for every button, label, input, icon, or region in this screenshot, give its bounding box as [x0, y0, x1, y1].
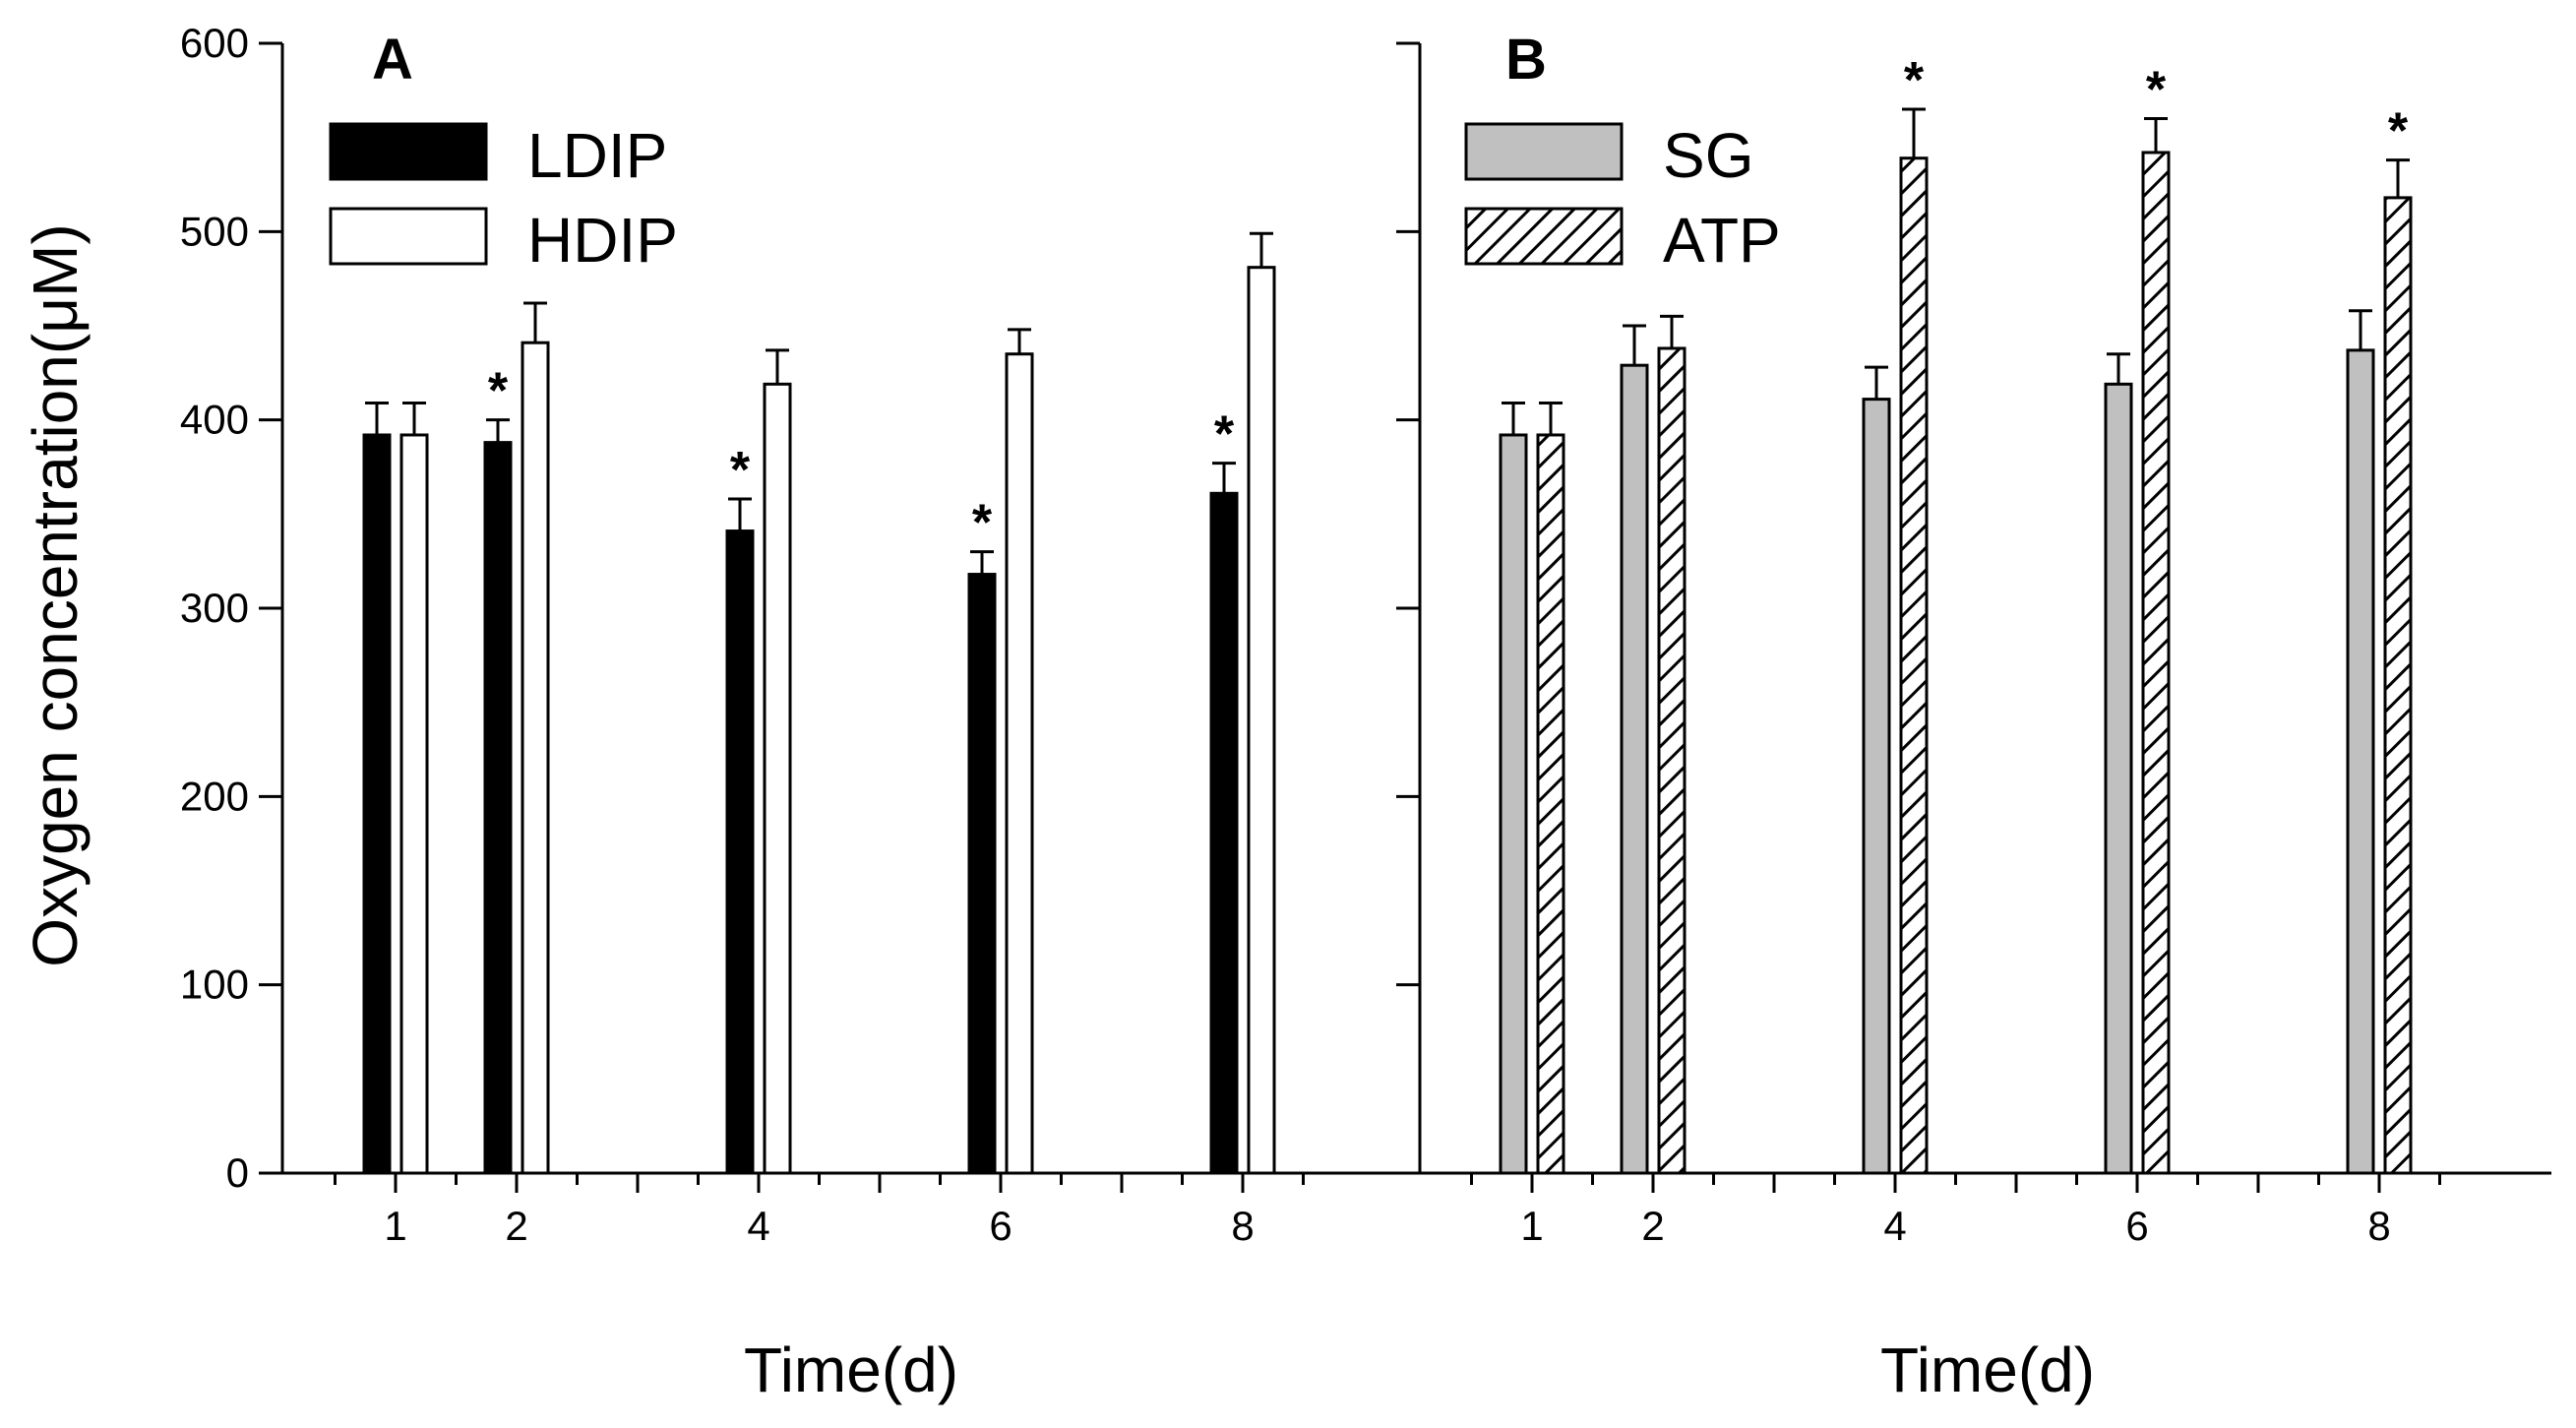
legend-label-sg: SG: [1663, 120, 1753, 191]
bar-atp: [2383, 196, 2413, 1175]
x-tick-label: 1: [1520, 1203, 1543, 1249]
significance-marker: *: [488, 363, 509, 420]
bar-ldip: [483, 441, 513, 1175]
y-tick-label: 500: [180, 208, 249, 254]
legend-swatch-sg: [1464, 122, 1624, 181]
x-axis-title-a: Time(d): [744, 1335, 958, 1405]
bar-hdip: [521, 341, 550, 1175]
bar-ldip: [725, 529, 755, 1175]
significance-marker: *: [972, 495, 993, 552]
bar-ldip: [967, 573, 997, 1175]
y-tick-label: 400: [180, 397, 249, 443]
y-tick-label: 200: [180, 773, 249, 819]
bar-hdip: [1005, 352, 1034, 1175]
bar-atp: [2141, 151, 2171, 1175]
x-tick-label: 6: [2125, 1203, 2148, 1249]
y-tick-label: 0: [226, 1149, 249, 1196]
bars-a: * * * *: [362, 231, 1276, 1175]
x-tick-label: 4: [747, 1203, 769, 1249]
bar-ldip: [1209, 491, 1239, 1175]
legend-label-atp: ATP: [1663, 205, 1781, 276]
bar-hdip: [763, 382, 792, 1175]
x-tick-label: 1: [384, 1203, 406, 1249]
legend-swatch-atp: [1464, 207, 1624, 266]
bars-b: * * *: [1499, 52, 2413, 1175]
bar-sg: [1862, 398, 1891, 1175]
y-tick-label: 600: [180, 20, 249, 66]
significance-marker: *: [1214, 406, 1235, 464]
panel-a-label: A: [372, 28, 413, 92]
x-tick-label: 2: [1641, 1203, 1664, 1249]
significance-marker: *: [2146, 62, 2167, 119]
y-tick-label: 100: [180, 962, 249, 1008]
bar-hdip: [1247, 266, 1276, 1175]
legend: SG ATP: [1464, 120, 1781, 276]
legend-swatch-hdip: [329, 207, 488, 266]
x-tick-label: 2: [505, 1203, 527, 1249]
bar-ldip: [362, 433, 392, 1175]
x-axis-title-b: Time(d): [1880, 1335, 2095, 1405]
significance-marker: *: [1904, 52, 1925, 109]
x-tick-label: 8: [2367, 1203, 2390, 1249]
legend-swatch-ldip: [329, 122, 488, 181]
significance-marker: *: [730, 442, 751, 499]
bar-atp: [1657, 346, 1687, 1175]
bar-atp: [1536, 433, 1565, 1175]
bar-sg: [2104, 382, 2133, 1175]
significance-marker: *: [2388, 103, 2409, 160]
legend-label-ldip: LDIP: [527, 120, 667, 191]
x-tick-label: 6: [989, 1203, 1012, 1249]
bar-sg: [2346, 348, 2375, 1175]
panel-b: B SG ATP 1 2 4 6 8 * * * Time(d): [1396, 28, 2551, 1405]
legend-label-hdip: HDIP: [527, 205, 678, 276]
bar-hdip: [399, 433, 429, 1175]
y-tick-label: 300: [180, 585, 249, 631]
bar-sg: [1499, 433, 1528, 1175]
axes-a: 0 100 200 300 400 500 600 1 2 4 6 8: [180, 20, 1420, 1249]
y-axis-title: Oxygen concentration(μM): [20, 223, 91, 966]
x-tick-label: 8: [1231, 1203, 1254, 1249]
legend: LDIP HDIP: [329, 120, 678, 276]
bar-sg: [1620, 363, 1649, 1175]
x-tick-label: 4: [1883, 1203, 1906, 1249]
panel-b-label: B: [1505, 28, 1547, 92]
bar-atp: [1899, 156, 1929, 1175]
axes-b: 1 2 4 6 8: [1396, 41, 2551, 1249]
